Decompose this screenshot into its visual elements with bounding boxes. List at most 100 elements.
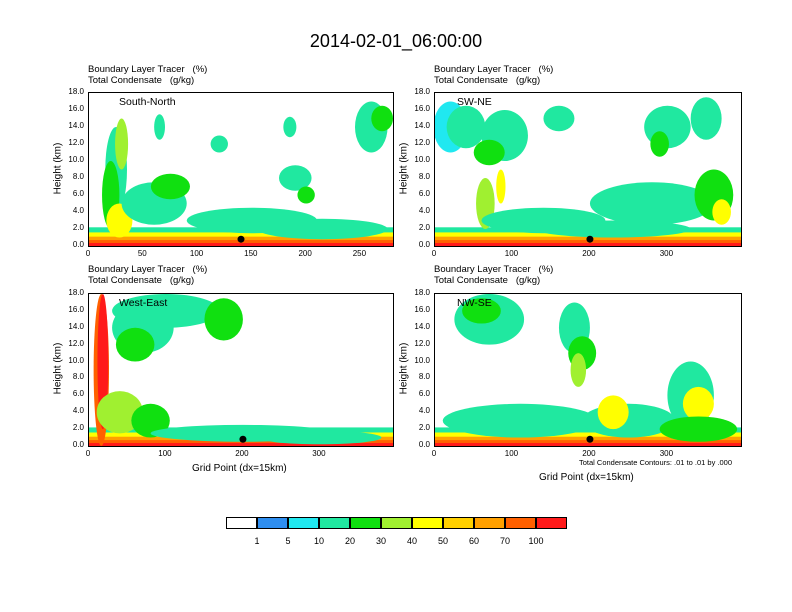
x-axis-label: Grid Point (dx=15km) (192, 463, 287, 474)
colorbar-swatch (505, 517, 536, 529)
colorbar-swatch (350, 517, 381, 529)
boundary-layer-band (435, 443, 741, 446)
x-tick-label: 300 (312, 449, 326, 458)
y-tick-label: 16.0 (414, 304, 430, 314)
y-tick-label: 18.0 (414, 87, 430, 96)
y-tick-label: 10.0 (68, 355, 84, 365)
tracer-blob (597, 395, 629, 430)
boundary-layer-band (435, 243, 741, 246)
y-tick-label: 16.0 (414, 104, 430, 113)
colorbar-swatch (536, 517, 567, 529)
y-tick-label: 2.0 (72, 223, 84, 232)
colorbar-swatch (226, 517, 257, 529)
y-tick-label: 16.0 (68, 104, 84, 113)
tracer-blob (442, 403, 598, 438)
x-tick-label: 300 (659, 249, 674, 258)
tracer-blob (115, 118, 129, 170)
y-tick-label: 0.0 (418, 440, 430, 449)
tracer-blob (97, 294, 109, 430)
x-tick-label: 100 (158, 449, 172, 458)
y-tick-label: 12.0 (414, 138, 430, 147)
panel-label: NW-SE (457, 297, 492, 309)
tracer-blob (258, 430, 382, 445)
heatmap-field (435, 294, 741, 446)
colorbar-label: 5 (285, 536, 291, 546)
tracer-blob (283, 116, 297, 138)
tracer-blob (204, 298, 243, 341)
y-tick-label: 14.0 (414, 321, 430, 331)
y-tick-label: 2.0 (418, 223, 430, 232)
heatmap-field (89, 294, 393, 446)
colorbar-swatch (474, 517, 505, 529)
y-tick-label: 10.0 (68, 155, 84, 164)
tracer-blob (257, 218, 388, 240)
x-tick-label: 0 (85, 249, 91, 258)
tracer-blob (279, 165, 312, 191)
tracer-blob (535, 220, 691, 238)
tracer-blob (589, 182, 714, 225)
tracer-blob (496, 169, 506, 204)
y-tick-label: 0.0 (72, 440, 84, 449)
boundary-layer-band (89, 243, 393, 246)
heatmap-field (435, 97, 741, 246)
x-axis-label: Grid Point (dx=15km) (539, 472, 634, 483)
y-tick-label: 14.0 (68, 121, 84, 130)
panel-label: West-East (119, 297, 168, 309)
y-tick-label: 12.0 (68, 338, 84, 348)
tracer-blob (210, 135, 228, 153)
y-tick-label: 18.0 (68, 87, 84, 96)
y-tick-label: 6.0 (72, 189, 84, 198)
x-tick-label: 200 (298, 249, 312, 258)
y-tick-label: 12.0 (68, 138, 84, 147)
colorbar-swatch (412, 517, 443, 529)
location-marker (586, 435, 594, 443)
x-tick-label: 150 (244, 249, 258, 258)
colorbar-label: 50 (437, 536, 448, 546)
colorbar-label: 70 (499, 536, 510, 546)
colorbar-swatch (443, 517, 474, 529)
y-tick-label: 4.0 (418, 206, 430, 215)
tracer-blob (543, 105, 575, 132)
tracer-blob (690, 97, 722, 140)
tracer-blob (473, 139, 505, 166)
location-marker (237, 235, 245, 243)
panel-header: Boundary Layer Tracer (%) Total Condensa… (434, 264, 554, 286)
tracer-blob (115, 327, 155, 362)
x-tick-label: 0 (431, 449, 437, 458)
y-tick-label: 4.0 (418, 406, 430, 416)
tracer-blob (462, 298, 501, 324)
tracer-blob (371, 105, 393, 132)
colorbar-label: 20 (344, 536, 355, 546)
x-tick-label: 100 (504, 249, 519, 258)
x-tick-label: 100 (189, 249, 204, 258)
y-tick-label: 6.0 (418, 189, 430, 198)
y-axis-label: Height (km) (52, 342, 64, 395)
x-tick-label: 100 (504, 449, 519, 458)
y-axis-label: Height (km) (398, 342, 410, 395)
y-tick-label: 8.0 (72, 172, 84, 181)
panel-label: SW-NE (457, 96, 492, 108)
panel-label: South-North (119, 96, 176, 108)
panel-header: Boundary Layer Tracer (%) Total Condensa… (88, 264, 208, 286)
y-tick-label: 2.0 (72, 423, 84, 433)
boundary-layer-band (89, 440, 393, 446)
colorbar-swatch (381, 517, 412, 529)
x-tick-label: 200 (582, 249, 596, 258)
colorbar-label: 100 (528, 536, 544, 546)
y-tick-label: 18.0 (68, 288, 84, 297)
y-tick-label: 8.0 (418, 372, 430, 382)
y-tick-label: 8.0 (418, 172, 430, 181)
heatmap-field (89, 101, 393, 246)
panel-header: Boundary Layer Tracer (%) Total Condensa… (88, 64, 208, 86)
y-tick-label: 4.0 (72, 406, 84, 416)
boundary-layer-band (89, 443, 393, 446)
tracer-blob (712, 199, 731, 225)
colorbar-swatch (257, 517, 288, 529)
tracer-blob (659, 416, 738, 442)
y-tick-label: 2.0 (418, 423, 430, 433)
boundary-layer-band (435, 440, 741, 446)
x-tick-label: 250 (352, 249, 367, 258)
contour-note: Total Condensate Contours: .01 to .01 by… (579, 458, 733, 467)
y-tick-label: 14.0 (68, 321, 84, 331)
tracer-blob (150, 173, 190, 200)
